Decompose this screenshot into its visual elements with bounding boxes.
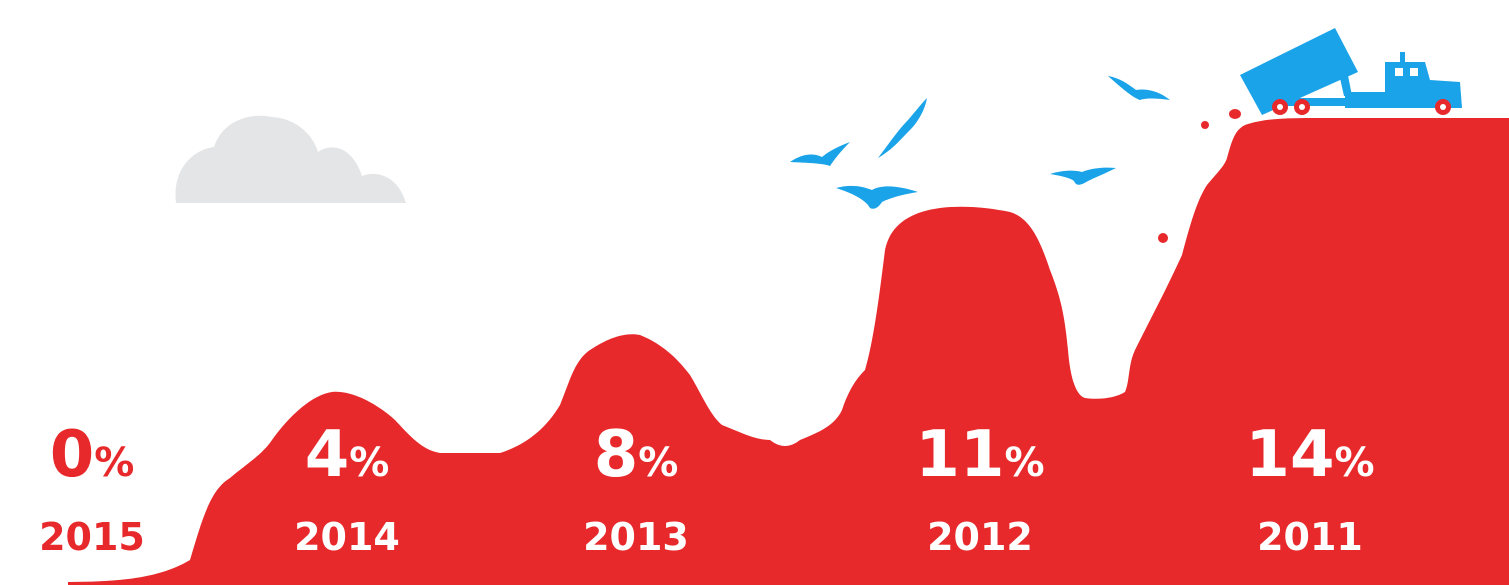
bird-icon (1050, 167, 1116, 185)
value-number: 4 (305, 418, 350, 492)
bird-icon (1108, 76, 1170, 100)
value-unit: % (349, 440, 389, 486)
value-unit: % (94, 440, 134, 486)
value-label: 11% (915, 418, 1044, 492)
dump-truck-icon (1240, 28, 1462, 115)
category-label: 2012 (927, 515, 1033, 559)
bird-icon (878, 98, 927, 158)
category-label: 2015 (39, 515, 145, 559)
value-unit: % (1004, 440, 1044, 486)
data-labels: 0% 2015 4% 2014 8% 2013 11% 2012 14% 2011 (39, 418, 1374, 559)
value-label: 14% (1245, 418, 1374, 492)
cloud-icon (175, 115, 406, 203)
value-label: 4% (305, 418, 390, 492)
category-label: 2011 (1257, 515, 1363, 559)
value-unit: % (638, 440, 678, 486)
value-number: 0 (50, 418, 95, 492)
value-label: 8% (594, 418, 679, 492)
value-unit: % (1334, 440, 1374, 486)
bird-icon (790, 142, 850, 166)
value-label: 0% (50, 418, 135, 492)
area-series (68, 118, 1509, 585)
category-label: 2014 (294, 515, 400, 559)
trash-drops (1158, 109, 1241, 243)
value-number: 14 (1245, 418, 1334, 492)
birds (790, 76, 1170, 209)
value-number: 8 (594, 418, 639, 492)
value-number: 11 (915, 418, 1004, 492)
category-label: 2013 (583, 515, 689, 559)
bird-icon (836, 185, 918, 209)
